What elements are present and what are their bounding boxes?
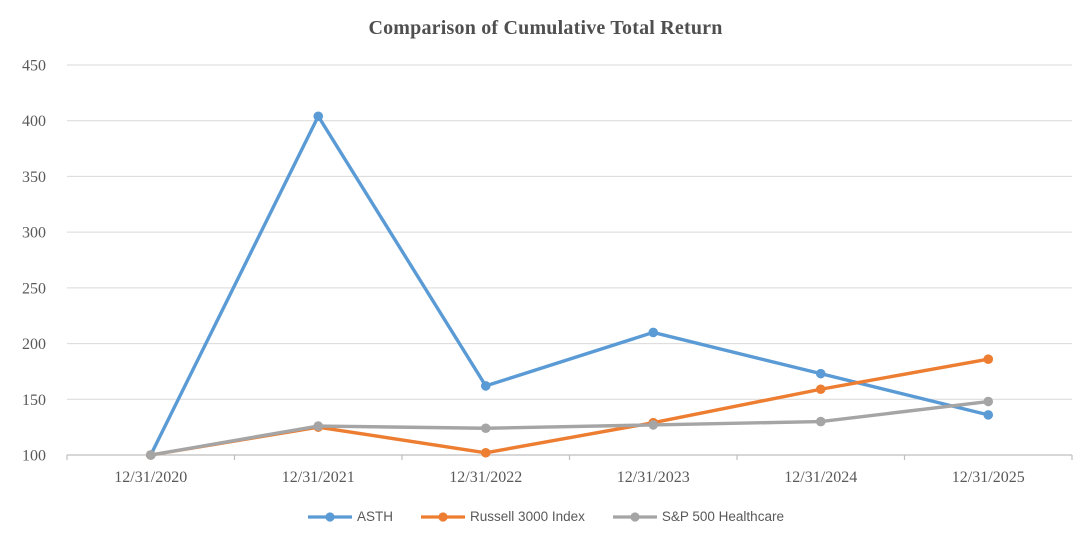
y-axis-tick-label: 300 — [22, 225, 46, 242]
data-point-marker — [313, 111, 324, 122]
legend: ASTH Russell 3000 Index S&P 500 Healthca… — [0, 509, 1091, 524]
data-point-marker — [815, 416, 826, 427]
data-point-marker — [648, 420, 659, 430]
legend-item-asth: ASTH — [307, 509, 393, 524]
x-axis-label: 12/31/2021 — [282, 469, 355, 486]
y-axis-tick-label: 450 — [22, 58, 46, 75]
data-point-marker — [480, 381, 491, 391]
x-axis-label: 12/31/2022 — [449, 469, 522, 486]
chart-title: Comparison of Cumulative Total Return — [368, 17, 723, 39]
data-point-marker — [145, 450, 156, 460]
data-point-marker — [480, 423, 491, 434]
y-axis-tick-label: 350 — [22, 169, 46, 186]
legend-item-russell-3000-index: Russell 3000 Index — [420, 509, 585, 524]
y-axis-tick-label: 100 — [22, 448, 46, 465]
legend-item-sp-500-healthcare: S&P 500 Healthcare — [612, 509, 784, 524]
data-point-marker — [313, 421, 324, 431]
data-point-marker — [815, 384, 826, 395]
data-point-marker — [480, 447, 491, 458]
series-s-p-500-healthcare — [145, 396, 994, 460]
x-axis-label: 12/31/2024 — [784, 469, 857, 486]
series-line — [149, 399, 990, 457]
data-point-marker — [983, 396, 994, 407]
data-point-marker — [983, 354, 994, 364]
legend-label: S&P 500 Healthcare — [661, 509, 784, 524]
legend-swatch-line-marker-icon — [612, 511, 657, 522]
series-line — [149, 114, 990, 457]
y-axis-tick-label: 400 — [22, 113, 46, 130]
legend-swatch-line-marker-icon — [308, 511, 353, 522]
y-axis-tick-label: 250 — [22, 280, 46, 297]
legend-label: ASTH — [357, 509, 394, 524]
y-axis-tick-label: 200 — [22, 336, 46, 353]
data-point-marker — [648, 327, 659, 338]
series-line — [149, 357, 990, 457]
x-axis-label: 12/31/2020 — [114, 469, 187, 486]
y-axis-tick-label: 150 — [22, 392, 46, 409]
data-point-marker — [983, 410, 994, 420]
series-asth — [145, 111, 994, 460]
x-axis-label: 12/31/2023 — [617, 469, 690, 486]
x-axis-label: 12/31/2025 — [952, 469, 1025, 486]
series-russell-3000-index — [145, 354, 994, 460]
legend-label: Russell 3000 Index — [470, 509, 585, 524]
data-point-marker — [815, 368, 826, 379]
legend-swatch-line-marker-icon — [421, 511, 466, 522]
